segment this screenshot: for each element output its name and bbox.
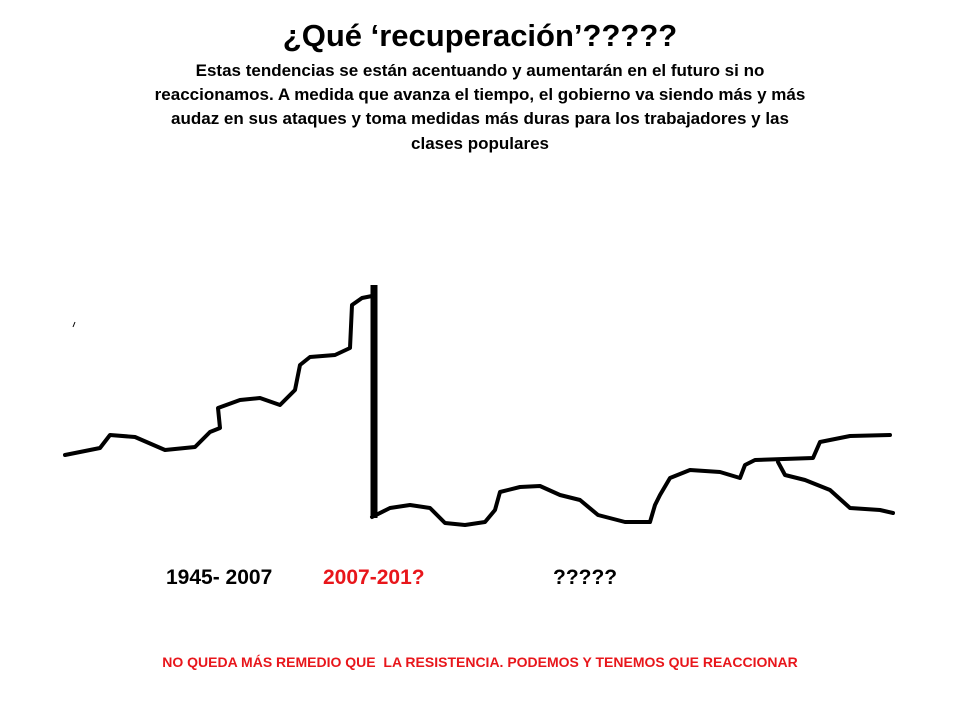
subtitle-line: Estas tendencias se están acentuando y a… (195, 61, 765, 80)
period-label: ????? (553, 566, 618, 589)
period-label: 1945- 2007 (166, 566, 273, 589)
subtitle-line: clases populares (411, 134, 549, 153)
subtitle-line: reaccionamos. A medida que avanza el tie… (154, 85, 806, 104)
trend-line-left (63, 294, 374, 457)
title: ¿Qué ‘recuperación’????? (282, 18, 678, 53)
trend-branch (776, 460, 895, 515)
subtitle-line: audaz en sus ataques y toma medidas más … (171, 109, 789, 128)
footer: NO QUEDA MÁS REMEDIO QUE LA RESISTENCIA.… (162, 654, 798, 670)
period-label: 2007-201? (323, 566, 425, 589)
trend-line-right (370, 433, 892, 527)
stray-mark (72, 321, 76, 328)
